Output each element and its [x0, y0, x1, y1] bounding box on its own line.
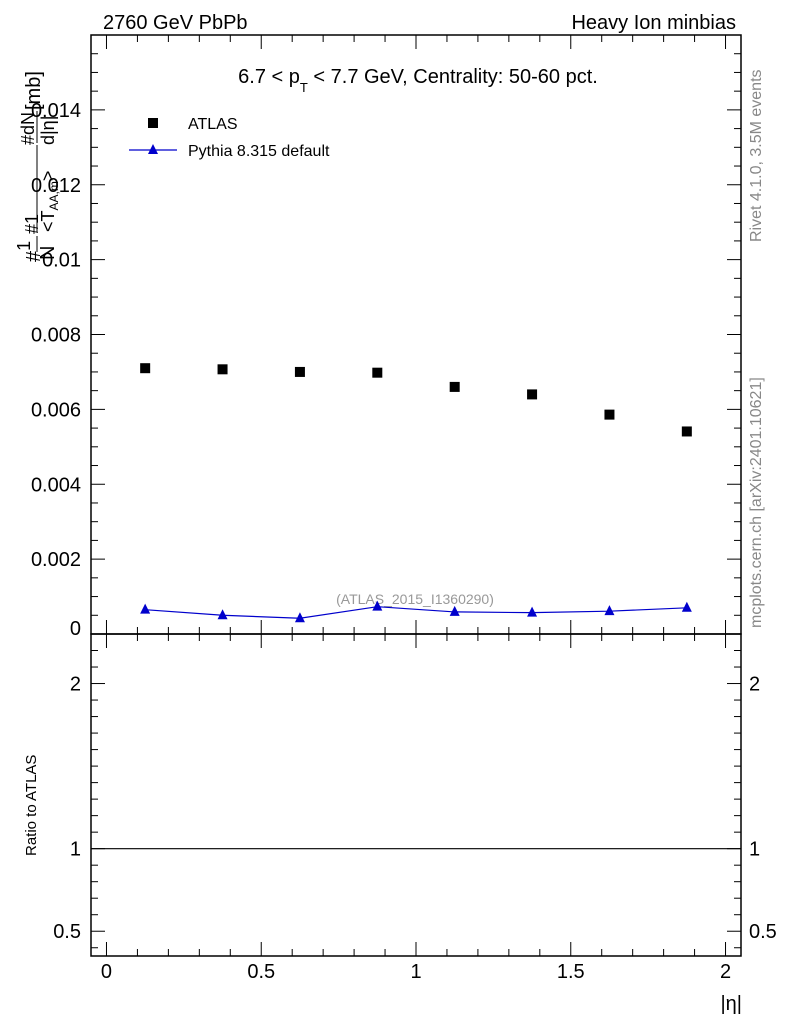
pythia-line [145, 606, 687, 619]
x-tick-label: 0.5 [247, 961, 275, 983]
legend-atlas-label: ATLAS [188, 116, 238, 133]
ratio-y-label: Ratio to ATLAS [23, 755, 40, 856]
main-axis-ticks: 0 0.002 0.004 0.006 0.008 0.01 0.012 0.014 [31, 34, 741, 640]
atlas-point [294, 366, 305, 377]
pythia-point [372, 600, 383, 611]
ratio-panel-frame [90, 633, 742, 957]
x-tick-label: 1.5 [557, 961, 585, 983]
svg-text:N: N [37, 246, 59, 260]
atlas-point [372, 367, 383, 378]
ratio-tick-label-right: 0.5 [749, 921, 777, 943]
ratio-axis-ticks: 0.5 0.5 1 1 2 2 [53, 650, 777, 949]
rivet-label: Rivet 4.1.0, 3.5M events [748, 69, 765, 242]
x-tick-label: 1 [410, 961, 421, 983]
atlas-point [217, 364, 228, 375]
ratio-tick-label: 1 [70, 839, 81, 861]
atlas-point [527, 389, 538, 400]
y-axis-label: #1 N #1 <TAA,m> #dN d|η| [mb] [14, 71, 61, 262]
y-tick-label: 0.01 [42, 250, 81, 272]
x-axis-label: |η| [720, 993, 742, 1015]
atlas-point [449, 381, 460, 392]
analysis-label: (ATLAS_2015_I1360290) [336, 591, 494, 607]
main-data-layer [140, 363, 692, 623]
pythia-point [140, 603, 151, 614]
mcplots-label: mcplots.cern.ch [arXiv:2401.10621] [748, 377, 765, 628]
legend-pythia-label: Pythia 8.315 default [188, 143, 330, 160]
atlas-point [140, 363, 151, 374]
y-tick-label: 0.012 [31, 175, 81, 197]
ratio-tick-label-right: 2 [749, 674, 760, 696]
y-tick-label: 0.004 [31, 474, 81, 496]
svg-text:#dN: #dN [18, 112, 38, 145]
atlas-point [681, 426, 692, 437]
y-tick-label: 0 [70, 618, 81, 640]
x-tick-label: 0 [101, 961, 112, 983]
ratio-tick-label-right: 1 [749, 839, 760, 861]
pythia-point [294, 612, 305, 623]
svg-text:[mb]: [mb] [23, 71, 45, 110]
y-tick-label: 0.014 [31, 100, 81, 122]
legend-pythia-marker [148, 144, 158, 154]
y-tick-label: 0.002 [31, 549, 81, 571]
y-tick-label: 0.008 [31, 325, 81, 347]
legend: ATLAS Pythia 8.315 default [129, 116, 330, 160]
legend-atlas-marker [148, 118, 158, 128]
svg-text:d|η|: d|η| [38, 116, 58, 145]
ratio-tick-label: 2 [70, 674, 81, 696]
atlas-point [604, 409, 615, 420]
pythia-point [449, 605, 460, 616]
pythia-point [527, 606, 538, 617]
pythia-point [604, 605, 615, 616]
chart-title: 6.7 < pT < 7.7 GeV, Centrality: 50-60 pc… [238, 66, 598, 95]
pythia-point [217, 609, 228, 620]
header-left: 2760 GeV PbPb [103, 12, 248, 34]
ratio-tick-label: 0.5 [53, 921, 81, 943]
svg-text:#1: #1 [14, 241, 45, 262]
svg-text:<TAA,m>: <TAA,m> [38, 171, 61, 232]
y-tick-label: 0.006 [31, 399, 81, 421]
x-tick-label: 2 [720, 961, 731, 983]
x-axis-ticks: 0 0.5 1 1.5 2 [101, 35, 731, 983]
svg-text:#1: #1 [22, 214, 42, 234]
pythia-point [681, 601, 692, 612]
header-right: Heavy Ion minbias [571, 12, 736, 34]
